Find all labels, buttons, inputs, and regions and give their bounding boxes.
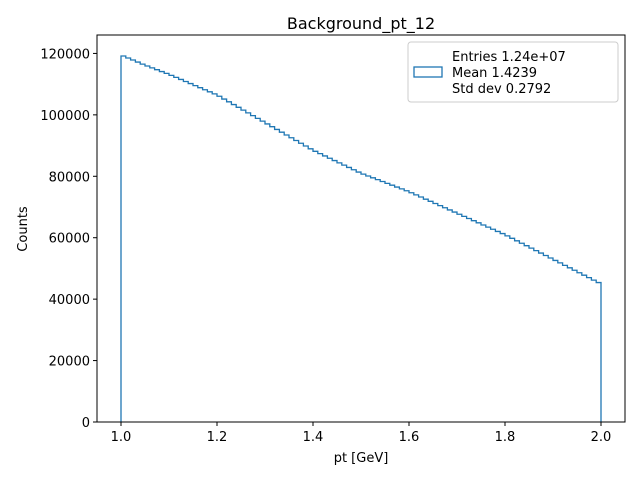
legend: Entries 1.24e+07 Mean 1.4239 Std dev 0.2… [407, 41, 619, 103]
y-tick-label: 100000 [40, 109, 90, 124]
y-tick-label: 60000 [49, 232, 90, 247]
histogram-series [120, 55, 602, 422]
x-tick-label: 1.4 [303, 430, 324, 445]
plot-frame [96, 34, 626, 423]
x-tick-label: 2.0 [591, 430, 612, 445]
y-axis: 0 20000 40000 60000 80000 100000 120000 [40, 47, 97, 431]
x-tick-label: 1.8 [495, 430, 516, 445]
chart-title: Background_pt_12 [287, 14, 435, 34]
legend-entries: Entries 1.24e+07 [452, 50, 566, 65]
y-tick-label: 40000 [49, 293, 90, 308]
x-tick-label: 1.2 [207, 430, 228, 445]
x-axis-label: pt [GeV] [334, 451, 389, 466]
y-tick-label: 20000 [49, 355, 90, 370]
x-tick-label: 1.0 [111, 430, 132, 445]
legend-swatch [413, 66, 443, 78]
legend-mean: Mean 1.4239 [452, 66, 537, 81]
y-axis-label: Counts [16, 206, 31, 252]
plot-area [96, 34, 626, 423]
y-tick-label: 0 [82, 416, 90, 431]
y-tick-label: 80000 [49, 170, 90, 185]
legend-box [407, 41, 619, 103]
x-tick-label: 1.6 [399, 430, 420, 445]
y-tick-label: 120000 [40, 47, 90, 62]
legend-stddev: Std dev 0.2792 [452, 82, 551, 97]
x-axis: 1.0 1.2 1.4 1.6 1.8 2.0 [111, 422, 612, 445]
